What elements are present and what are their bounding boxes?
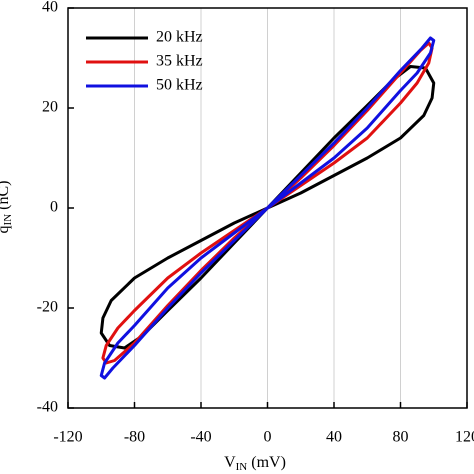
x-tick-label: -120 — [53, 429, 82, 446]
y-label-main: q — [0, 225, 12, 233]
y-label-sub: IN — [2, 214, 14, 226]
y-tick-label: -40 — [37, 399, 58, 416]
y-axis-label: qIN (nC) — [0, 181, 14, 234]
y-label-rest: (nC) — [0, 181, 12, 214]
x-tick-label: 40 — [326, 429, 342, 446]
plot-frame — [67, 7, 468, 409]
x-tick-label: 0 — [264, 429, 272, 446]
x-label-rest: (mV) — [247, 454, 286, 471]
x-axis-label: VIN (mV) — [224, 454, 286, 473]
x-tick-label: 80 — [393, 429, 409, 446]
legend-label: 20 kHz — [156, 29, 203, 46]
x-label-sub: IN — [236, 461, 248, 473]
y-tick-label: 40 — [42, 0, 58, 16]
y-tick-label: -20 — [37, 299, 58, 316]
y-tick-label: 0 — [50, 199, 58, 216]
x-tick-label: -80 — [124, 429, 145, 446]
x-label-main: V — [224, 454, 236, 471]
loop-line — [99, 36, 436, 380]
legend-label: 50 kHz — [156, 77, 203, 94]
legend-label: 35 kHz — [156, 53, 203, 70]
x-tick-label: 120 — [455, 429, 474, 446]
x-tick-label: -40 — [190, 429, 211, 446]
y-tick-label: 20 — [42, 99, 58, 116]
